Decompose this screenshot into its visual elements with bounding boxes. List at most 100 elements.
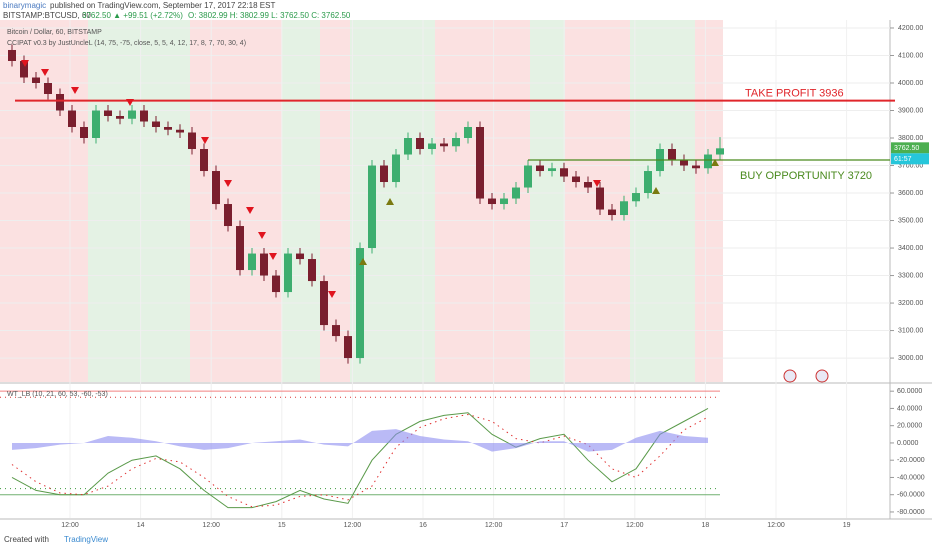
- candle-body: [308, 259, 316, 282]
- candle-body: [344, 336, 352, 359]
- sell-arrow: [224, 180, 232, 187]
- candle-body: [92, 110, 100, 139]
- candle-body: [404, 138, 412, 155]
- band: [695, 20, 723, 382]
- event-icon[interactable]: [783, 369, 797, 383]
- candle-body: [296, 253, 304, 260]
- candle-body: [44, 82, 52, 94]
- y-tick-label: 3900.00: [898, 107, 923, 114]
- band: [88, 20, 190, 382]
- band: [630, 20, 695, 382]
- y-tick-label: 3300.00: [898, 272, 923, 279]
- ohlc: O: 3802.99 H: 3802.99 L: 3762.50 C: 3762…: [188, 11, 351, 20]
- candle-body: [128, 110, 136, 119]
- x-tick-label: 14: [137, 522, 145, 529]
- sell-arrow: [41, 69, 49, 76]
- candle-body: [356, 248, 364, 359]
- y-tick-label: 40.0000: [897, 405, 922, 412]
- x-tick-label: 16: [419, 522, 427, 529]
- candle-body: [20, 60, 28, 78]
- y-tick-label: -20.0000: [897, 457, 925, 464]
- candle-body: [80, 127, 88, 139]
- buy-label: BUY OPPORTUNITY 3720: [740, 170, 872, 182]
- sell-arrow: [593, 180, 601, 187]
- band: [350, 20, 435, 382]
- chart-title: Bitcoin / Dollar, 60, BITSTAMP: [7, 29, 102, 36]
- candle-body: [584, 182, 592, 188]
- candle-body: [680, 160, 688, 166]
- buy-arrow: [711, 159, 719, 166]
- y-tick-label: 0.0000: [897, 440, 919, 447]
- candle-body: [236, 226, 244, 271]
- sell-arrow: [71, 87, 79, 94]
- candle-body: [68, 110, 76, 128]
- candle-body: [392, 154, 400, 183]
- candle-body: [524, 165, 532, 188]
- sell-arrow: [21, 60, 29, 67]
- footer-brand[interactable]: TradingView: [64, 535, 108, 544]
- candle-body: [632, 193, 640, 202]
- candle-body: [644, 171, 652, 194]
- candle-body: [608, 209, 616, 216]
- sell-arrow: [201, 137, 209, 144]
- band: [282, 20, 320, 382]
- x-tick-label: 12:00: [61, 522, 79, 529]
- candle-body: [536, 165, 544, 172]
- candle-body: [32, 77, 40, 83]
- sell-arrow: [246, 207, 254, 214]
- x-tick-label: 15: [278, 522, 286, 529]
- candle-body: [104, 110, 112, 117]
- y-tick-label: 3100.00: [898, 327, 923, 334]
- event-icon[interactable]: [815, 369, 829, 383]
- oscillator-line: [11, 407, 709, 509]
- sell-arrow: [328, 291, 336, 298]
- candle-body: [332, 325, 340, 337]
- candle-body: [620, 201, 628, 216]
- y-tick-label: 3500.00: [898, 217, 923, 224]
- candle-body: [560, 168, 568, 177]
- candle-body: [152, 121, 160, 128]
- candle-body: [440, 143, 448, 147]
- candle-body: [464, 127, 472, 139]
- symbol: BITSTAMP:BTCUSD, 60: [3, 11, 91, 20]
- y-tick-label: -40.0000: [897, 474, 925, 481]
- sell-arrow: [269, 253, 277, 260]
- candle-body: [260, 253, 268, 276]
- countdown: 61:57: [894, 156, 912, 163]
- sell-arrow: [258, 232, 266, 239]
- published: published on TradingView.com, September …: [50, 1, 275, 10]
- candle-body: [668, 149, 676, 161]
- candle-body: [452, 138, 460, 147]
- candle-body: [428, 143, 436, 150]
- author: binarymagic: [3, 1, 46, 10]
- y-tick-label: 3800.00: [898, 135, 923, 142]
- take-profit-label: TAKE PROFIT 3936: [745, 88, 844, 100]
- x-tick-label: 12:00: [202, 522, 220, 529]
- x-tick-label: 12:00: [485, 522, 503, 529]
- y-tick-label: 60.0000: [897, 388, 922, 395]
- candle-body: [476, 127, 484, 199]
- candle-body: [248, 253, 256, 271]
- sell-signals: [21, 60, 601, 298]
- candle-body: [368, 165, 376, 249]
- candle-body: [224, 204, 232, 227]
- price-change: 3762.50 ▲ +99.51 (+2.72%): [82, 11, 183, 20]
- candle-body: [212, 171, 220, 205]
- y-tick-label: 3700.00: [898, 162, 923, 169]
- candle-body: [140, 110, 148, 122]
- candle-body: [200, 149, 208, 172]
- band: [435, 20, 530, 382]
- y-tick-label: 3400.00: [898, 245, 923, 252]
- candle-body: [284, 253, 292, 293]
- x-tick-label: 12:00: [344, 522, 362, 529]
- candle-body: [692, 165, 700, 169]
- y-tick-label: -80.0000: [897, 509, 925, 516]
- band: [190, 20, 282, 382]
- sell-arrow: [126, 99, 134, 106]
- oscillator-title: WT_LB (10, 21, 60, 53, -60, -53): [7, 391, 108, 398]
- y-tick-label: 3000.00: [898, 355, 923, 362]
- y-tick-label: 4100.00: [898, 52, 923, 59]
- oscillator-line: [11, 413, 709, 508]
- candle-body: [56, 93, 64, 111]
